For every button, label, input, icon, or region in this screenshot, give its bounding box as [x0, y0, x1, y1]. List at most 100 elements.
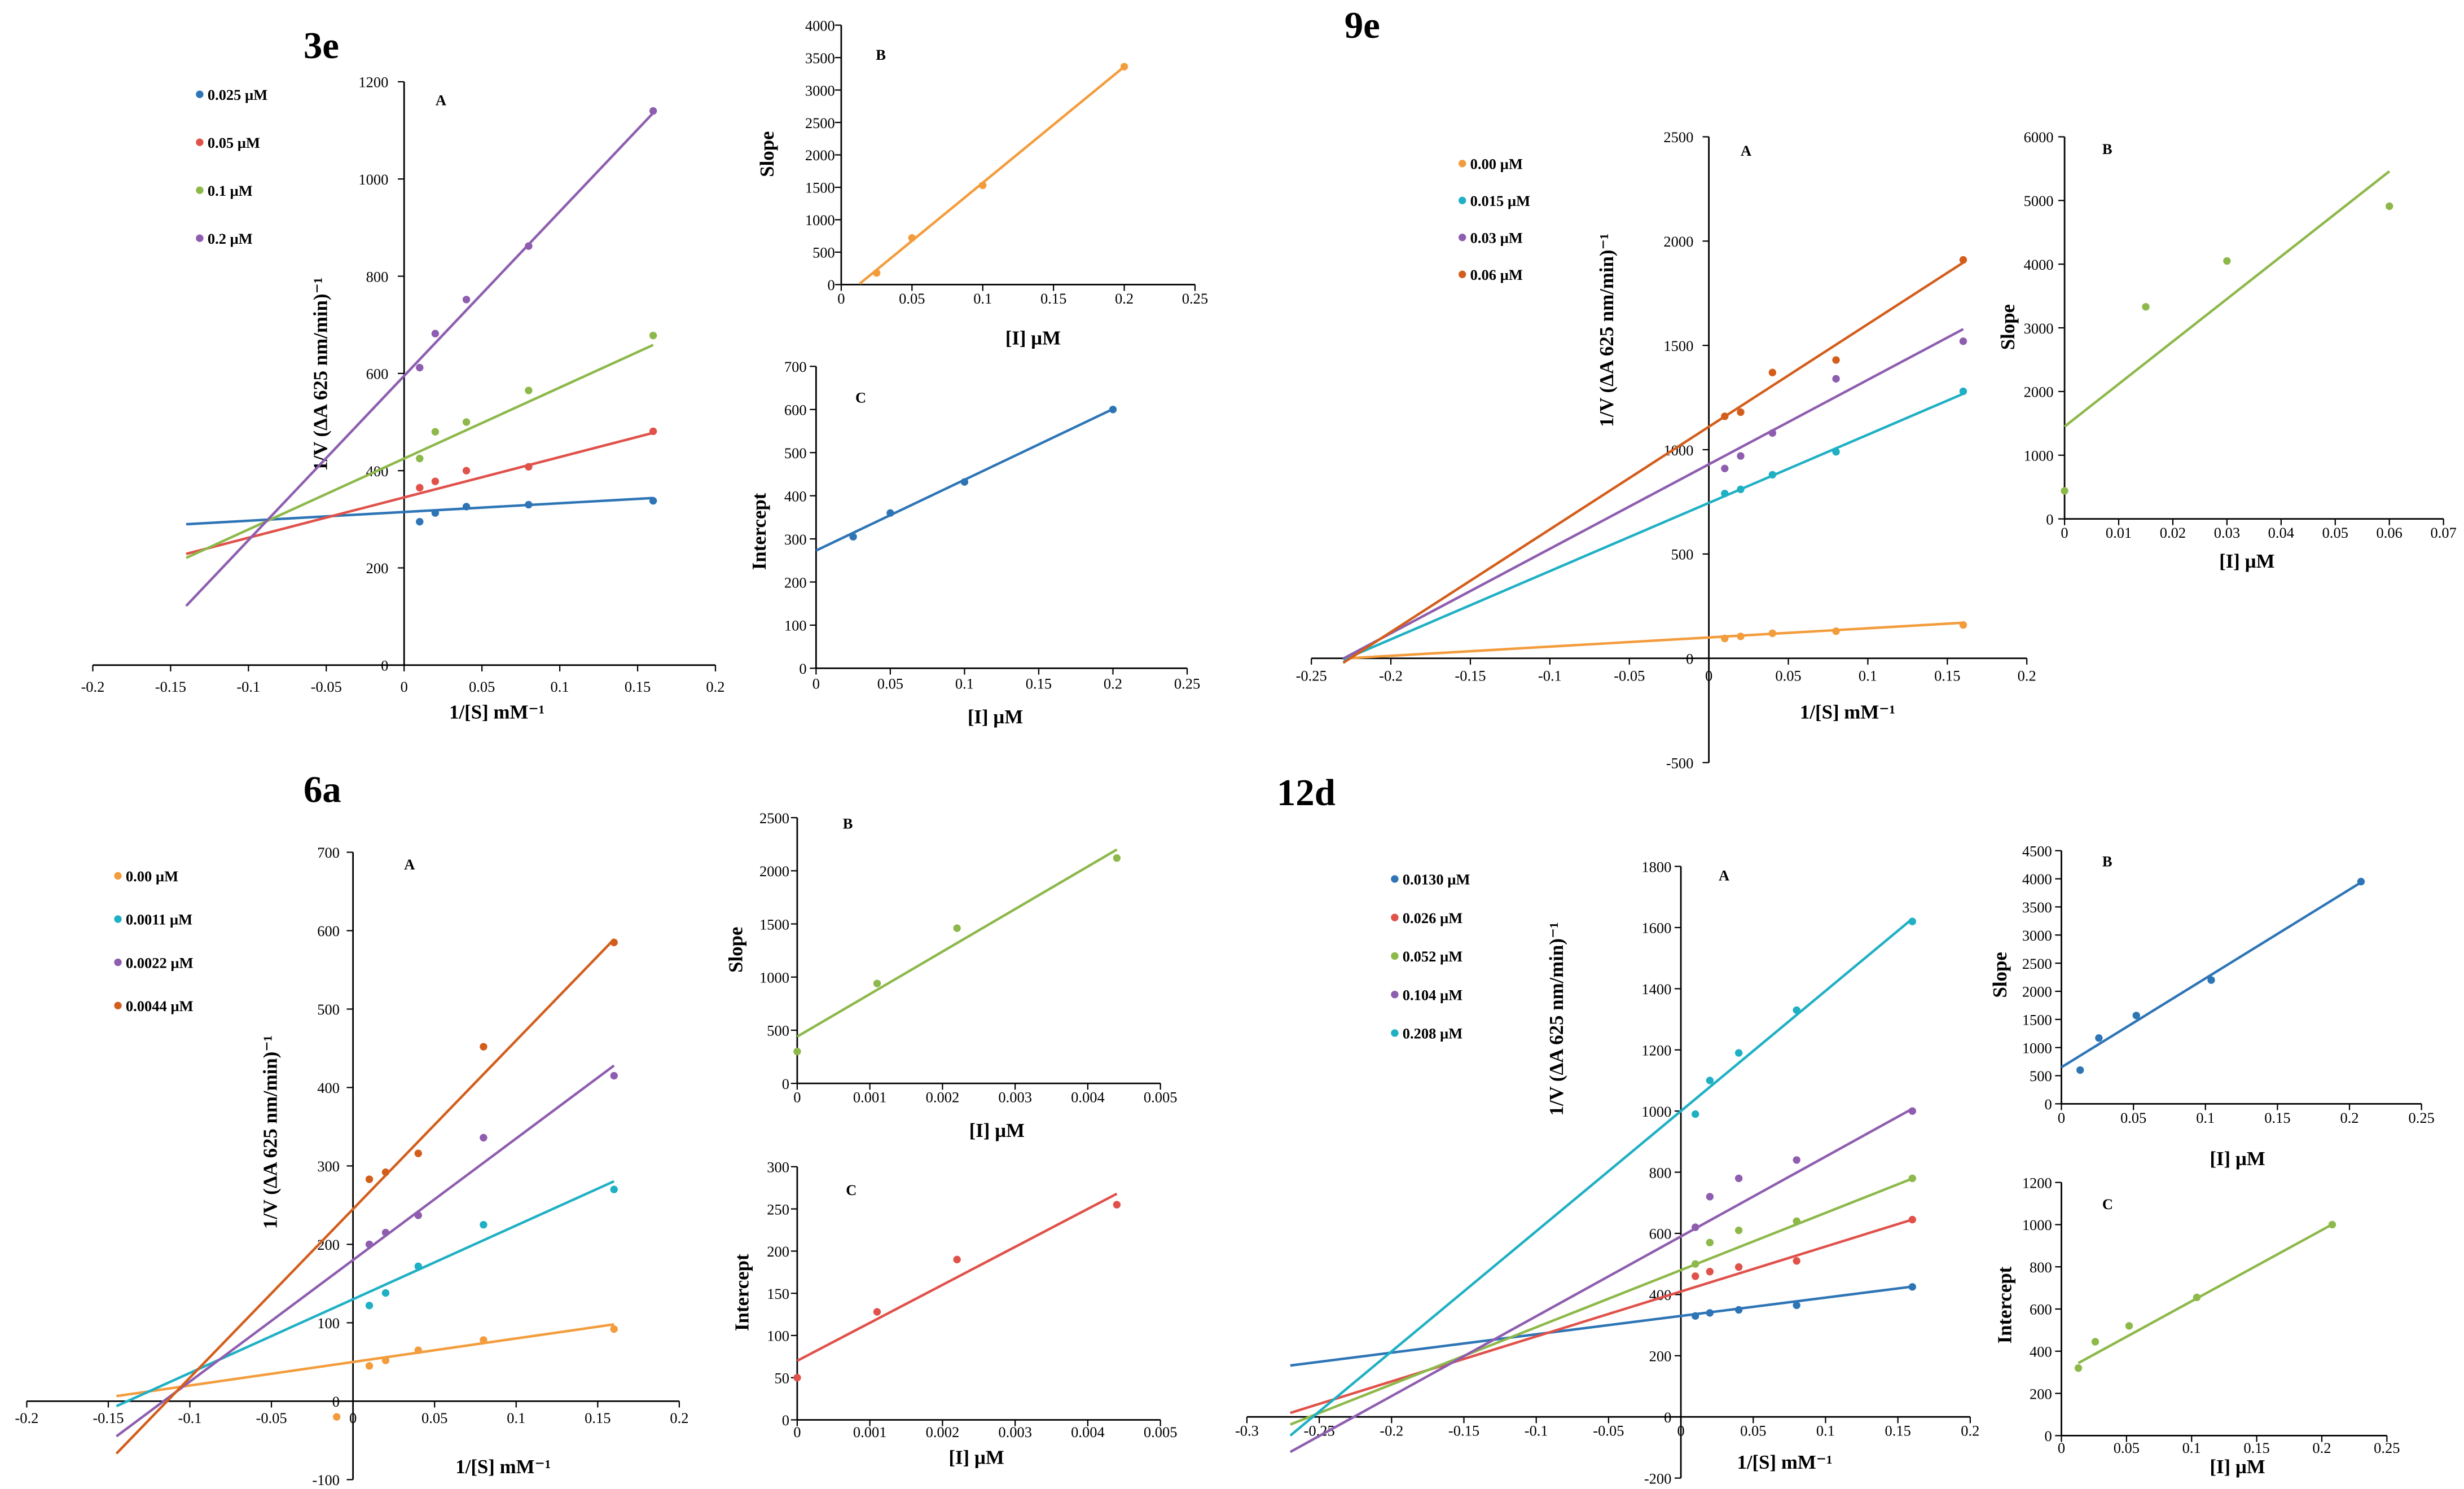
x-tick-label: 0.15	[1040, 290, 1066, 307]
legend-marker	[114, 915, 122, 923]
data-point	[1706, 1309, 1714, 1317]
y-tick-label: 800	[2030, 1259, 2052, 1276]
data-point	[610, 1071, 618, 1080]
y-tick-label: 200	[366, 560, 389, 577]
data-point	[365, 1240, 374, 1249]
data-point	[414, 1346, 422, 1354]
x-tick-label: -0.2	[15, 1409, 38, 1426]
series-5	[1289, 917, 1916, 1437]
y-tick-label: 0	[2045, 1096, 2052, 1113]
y-tick-label: 500	[2030, 1068, 2052, 1084]
data-point	[1721, 489, 1729, 498]
series-1	[859, 63, 1128, 285]
y-tick-label: 100	[317, 1315, 340, 1332]
data-point	[1793, 1006, 1800, 1014]
trend-line	[116, 1064, 615, 1438]
legend-marker	[114, 872, 122, 880]
data-point	[525, 386, 533, 394]
x-tick-label: 0.003	[998, 1089, 1032, 1106]
data-point	[525, 463, 533, 471]
x-tick-label: 0.01	[2106, 524, 2132, 541]
legend-marker	[196, 186, 204, 194]
y-tick-label: 300	[784, 531, 807, 548]
data-point	[2132, 1012, 2140, 1020]
x-tick-label: 0.05	[877, 675, 903, 692]
x-tick-label: -0.15	[1455, 667, 1486, 684]
data-point	[416, 363, 424, 372]
series-1	[116, 1323, 618, 1421]
data-point	[1706, 1193, 1714, 1201]
y-axis-label: Slope	[724, 927, 746, 973]
data-point	[953, 1255, 961, 1264]
legend-marker	[114, 958, 122, 967]
y-tick-label: 2000	[805, 147, 835, 164]
x-tick-label: 0	[1705, 667, 1712, 684]
y-axis-label: 1/V (ΔA 625 nm/min)⁻¹	[259, 1035, 281, 1229]
x-tick-label: -0.05	[311, 678, 342, 695]
legend-entry: 0.0011 µM	[126, 911, 192, 928]
data-point	[649, 427, 657, 436]
legend-entry: 0.0130 µM	[1403, 871, 1470, 888]
y-tick-label: 600	[317, 923, 340, 939]
data-point	[849, 533, 857, 541]
series-1	[793, 848, 1121, 1056]
trend-line	[186, 497, 653, 526]
x-axis-label: [I] µM	[2210, 1148, 2265, 1170]
x-tick-label: 0	[812, 675, 820, 692]
x-tick-label: -0.2	[1380, 1422, 1403, 1439]
x-tick-label: 0.15	[1885, 1422, 1911, 1439]
data-point	[414, 1211, 422, 1219]
y-tick-label: 800	[366, 268, 389, 285]
data-point	[462, 503, 471, 511]
trend-line	[1342, 328, 1964, 660]
panel-label: C	[846, 1181, 857, 1198]
y-tick-label: 3000	[2024, 320, 2054, 337]
y-axis-label: Intercept	[748, 493, 770, 570]
data-point	[2061, 487, 2068, 495]
chart-12d-A: 12d-0.3 -0.25 -0.2 -0.15 -0.1 -0.05 0 0.05 0.1 0.…	[1235, 772, 1979, 1487]
trend-line	[116, 1323, 614, 1398]
data-point	[1737, 452, 1745, 460]
x-tick-label: 0.05	[1775, 667, 1801, 684]
data-point	[2091, 1338, 2100, 1346]
x-tick-label: 0.002	[926, 1424, 960, 1440]
x-tick-label: 0	[837, 290, 845, 307]
series-2	[1342, 387, 1967, 661]
x-tick-label: 0.004	[1071, 1424, 1105, 1440]
x-tick-label: -0.15	[93, 1409, 124, 1426]
x-tick-label: 0.07	[2431, 524, 2457, 541]
y-tick-label: 1500	[2022, 1012, 2052, 1029]
data-point	[610, 1185, 618, 1193]
trend-line	[1343, 621, 1964, 660]
y-tick-label: 0	[799, 660, 806, 677]
y-tick-label: 1200	[2022, 1174, 2052, 1191]
x-axis-label: [I] µM	[969, 1119, 1025, 1141]
y-tick-label: 0	[782, 1412, 789, 1429]
x-tick-label: 0.1	[2196, 1109, 2215, 1126]
legend-entry: 0.104 µM	[1403, 986, 1462, 1003]
data-point	[1109, 406, 1117, 414]
x-tick-label: 0.2	[1961, 1422, 1979, 1439]
data-point	[1832, 448, 1840, 456]
data-point	[462, 467, 471, 475]
y-axis-label: Slope	[1997, 304, 2019, 350]
x-tick-label: 0.05	[2114, 1439, 2140, 1456]
x-tick-label: 0.005	[1144, 1089, 1178, 1106]
data-point	[416, 454, 424, 463]
x-tick-label: 0.002	[926, 1089, 960, 1106]
x-tick-label: 0.1	[2182, 1439, 2201, 1456]
data-point	[414, 1262, 422, 1271]
x-tick-label: 0.005	[1144, 1424, 1178, 1440]
y-tick-label: 300	[317, 1158, 340, 1175]
data-point	[960, 478, 969, 486]
x-tick-label: 0.05	[469, 678, 495, 695]
series-2	[1290, 1215, 1916, 1415]
data-point	[525, 500, 533, 509]
x-tick-label: 0.1	[973, 290, 992, 307]
chart-3e-B: 0 0.05 0.1 0.15 0.2 0.25 0 500 1000 1500 2000 2500 3…	[756, 17, 1208, 349]
data-point	[2357, 877, 2365, 886]
x-tick-label: -0.1	[1525, 1422, 1548, 1439]
data-point	[1692, 1312, 1699, 1320]
